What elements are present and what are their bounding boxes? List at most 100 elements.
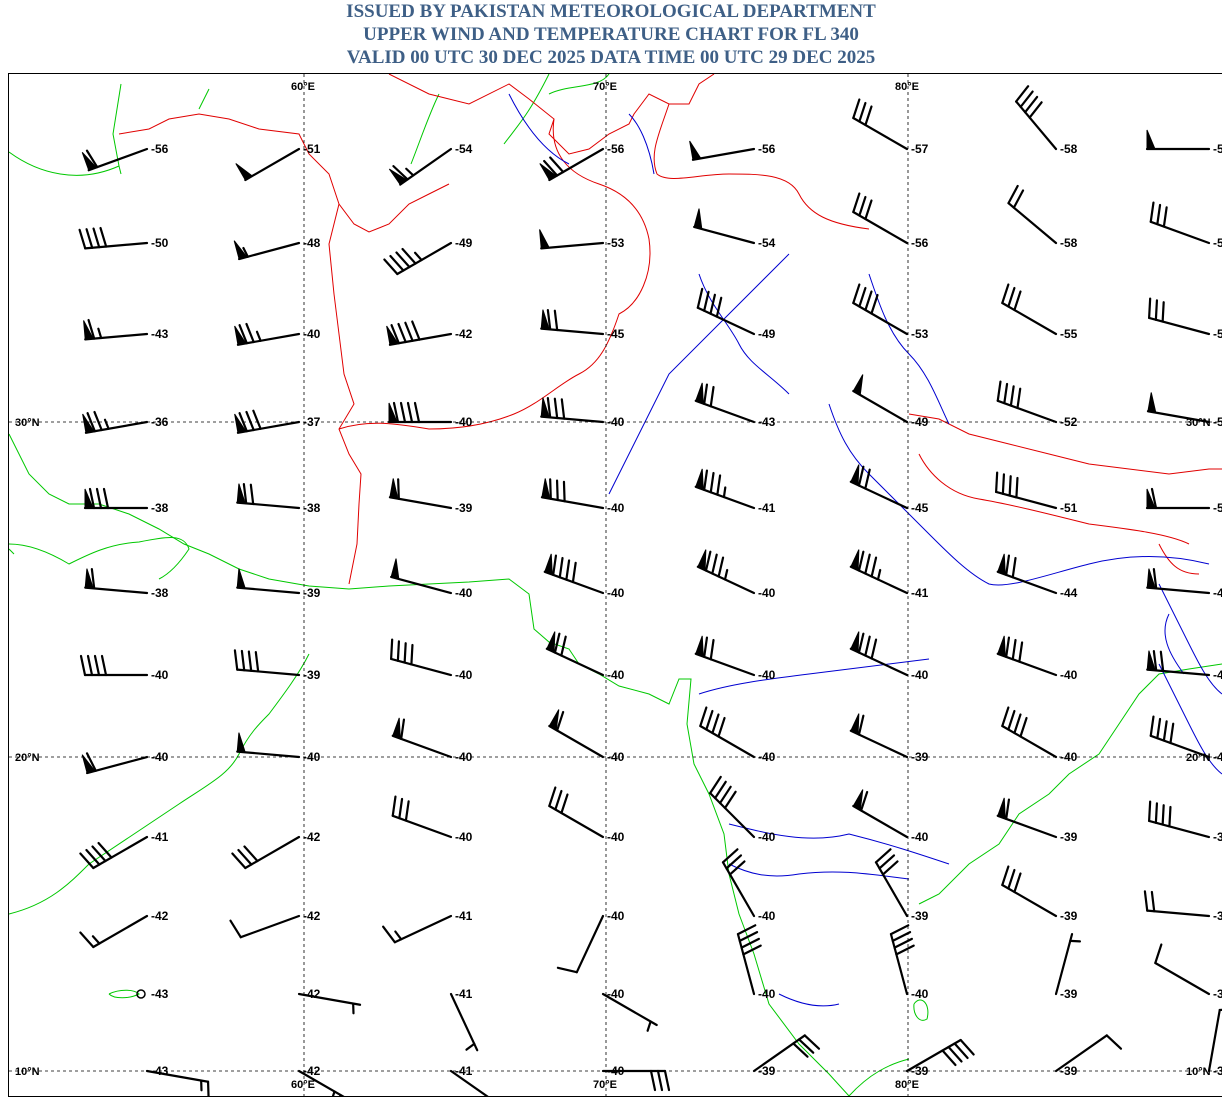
- barb-full-feather: [411, 320, 421, 341]
- barb-full-feather: [249, 483, 255, 506]
- temperature-label: -40: [455, 415, 473, 429]
- barb-full-feather: [857, 465, 865, 487]
- barb-full-feather: [718, 785, 732, 805]
- barb-full-feather: [1162, 720, 1168, 742]
- temperature-label: -40: [455, 830, 473, 844]
- barb-half-feather: [103, 418, 110, 430]
- temperature-label: -39: [1213, 987, 1222, 1001]
- wind-barb: [852, 283, 909, 336]
- barb-full-feather: [1007, 868, 1016, 890]
- barb-pennant: [235, 163, 254, 181]
- wind-barb: [752, 1034, 821, 1073]
- temperature-label: -38: [303, 501, 321, 515]
- temperature-label: -58: [1213, 236, 1222, 250]
- barb-full-feather: [240, 649, 246, 672]
- wind-barb: [849, 631, 909, 677]
- lat-label-left-10: 10°N: [15, 1066, 40, 1078]
- wind-barb: [693, 208, 756, 245]
- river-upper-indus: [508, 93, 655, 175]
- wind-station: -58: [1015, 85, 1078, 156]
- wind-chart-map: 60°E 70°E 80°E 60°E 70°E 80°E 30°N 20°N …: [8, 73, 1222, 1097]
- barb-full-feather: [242, 483, 248, 505]
- wind-station: -41: [849, 549, 929, 600]
- barb-shaft: [540, 327, 605, 336]
- wind-barb: [1148, 800, 1211, 839]
- barb-full-feather: [864, 290, 873, 312]
- wind-barb: [235, 147, 301, 182]
- border-pak-inner: [338, 103, 870, 430]
- border-iran-pakistan: [328, 203, 362, 585]
- temperature-label: -40: [607, 909, 625, 923]
- barb-full-feather: [1143, 890, 1149, 912]
- barb-shaft: [391, 814, 453, 839]
- barb-shaft: [852, 210, 909, 245]
- barb-full-feather: [1016, 387, 1022, 410]
- barb-shaft: [87, 147, 149, 172]
- wind-barb: [390, 558, 453, 595]
- wind-station: -41: [449, 1064, 489, 1096]
- wind-barb: [874, 848, 909, 918]
- river-kaveri: [778, 993, 840, 1007]
- wind-barb: [556, 914, 605, 974]
- barb-full-feather: [331, 1090, 336, 1096]
- wind-station: -58: [1149, 201, 1222, 250]
- wind-station: -40: [79, 654, 169, 682]
- barb-pennant: [697, 549, 707, 571]
- wind-barb: [81, 752, 149, 775]
- barb-shaft: [995, 490, 1058, 510]
- wind-barb: [83, 318, 149, 341]
- wind-station: -39: [849, 713, 929, 764]
- barb-shaft: [849, 480, 909, 510]
- lon-label-top-80: 80°E: [895, 81, 919, 93]
- barb-shaft: [145, 1069, 210, 1083]
- wind-barb: [83, 487, 149, 510]
- barb-shaft: [1148, 316, 1211, 336]
- barb-full-feather: [390, 324, 400, 345]
- barb-full-feather: [864, 199, 873, 221]
- temperature-label: -43: [151, 327, 169, 341]
- lat-label-right-10: 10°N: [1186, 1066, 1211, 1078]
- temperature-label: -40: [607, 586, 625, 600]
- wind-station: -43: [83, 318, 169, 341]
- barb-full-feather: [1005, 636, 1011, 658]
- barb-full-feather: [102, 487, 110, 510]
- wind-station: -39: [752, 1034, 821, 1078]
- barb-pennant: [392, 717, 401, 740]
- wind-barb: [543, 553, 605, 595]
- barb-shaft: [1146, 909, 1211, 918]
- wind-station: -54: [388, 142, 473, 186]
- barb-full-feather: [238, 324, 248, 345]
- barb-pennant: [1147, 392, 1157, 414]
- barb-full-feather: [709, 471, 715, 494]
- barb-full-feather: [716, 474, 722, 496]
- graticule: [9, 74, 1222, 1096]
- wind-barb: [696, 287, 756, 336]
- barb-full-feather: [556, 710, 565, 732]
- temperature-label: -56: [151, 142, 169, 156]
- wind-barb: [1015, 85, 1058, 151]
- barb-full-feather: [709, 385, 715, 408]
- barb-full-feather: [1149, 201, 1155, 223]
- barb-full-feather: [1162, 206, 1168, 228]
- barb-full-feather: [703, 383, 709, 405]
- barb-shaft: [1148, 819, 1211, 839]
- wind-station: -38: [83, 487, 169, 515]
- barb-full-feather: [229, 919, 242, 939]
- barb-full-feather: [728, 860, 746, 876]
- wind-station: -40: [390, 638, 473, 682]
- barb-full-feather: [1003, 382, 1009, 405]
- barb-full-feather: [852, 192, 861, 214]
- barb-shaft: [852, 116, 909, 151]
- wind-station: -56: [539, 142, 625, 182]
- barb-full-feather: [404, 800, 410, 822]
- issuer-title: ISSUED BY PAKISTAN METEOROLOGICAL DEPART…: [346, 1, 876, 22]
- temperature-label: -43: [151, 987, 169, 1001]
- barb-full-feather: [1009, 385, 1015, 407]
- barb-shaft: [449, 1069, 489, 1096]
- barb-full-feather: [703, 290, 710, 312]
- barb-full-feather: [1152, 568, 1158, 590]
- temperature-label: -38: [151, 501, 169, 515]
- wind-station: -40: [540, 397, 625, 429]
- wind-barb: [136, 989, 146, 999]
- barb-pennant: [695, 468, 704, 491]
